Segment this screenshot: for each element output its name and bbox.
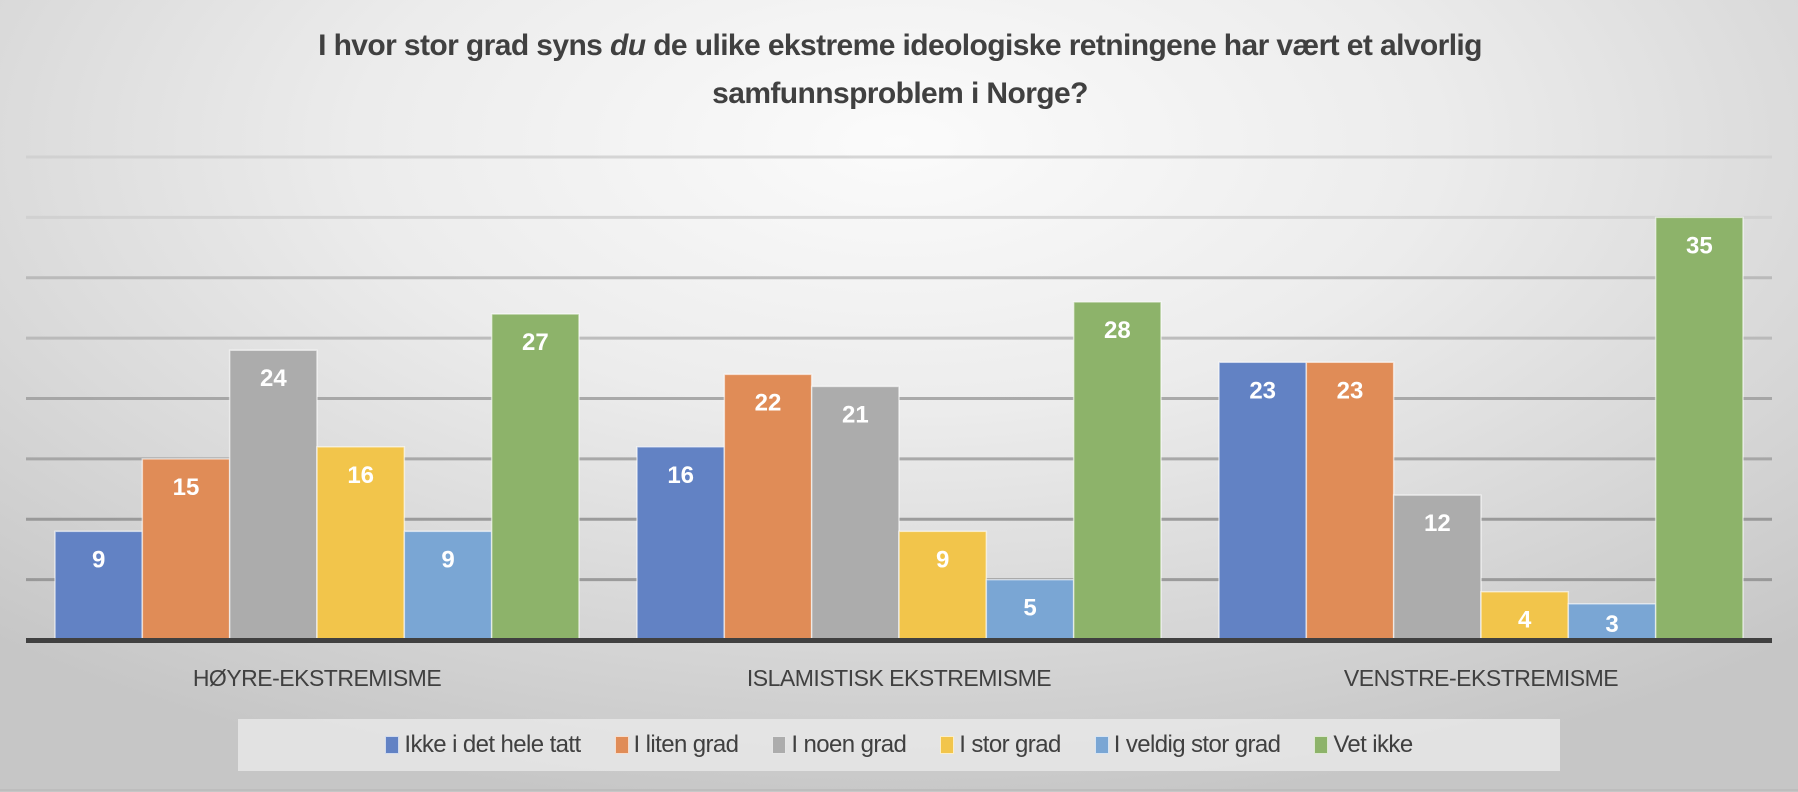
data-label: 24: [260, 365, 287, 392]
bar: [636, 446, 726, 641]
data-label: 16: [347, 462, 374, 489]
bar: [723, 373, 813, 641]
legend-swatch-icon: [385, 736, 400, 754]
legend: Ikke i det hele tatt I liten grad I noen g…: [238, 719, 1560, 771]
category-label: ISLAMISTISK EKSTREMISME: [747, 665, 1051, 691]
data-label: 23: [1249, 377, 1276, 404]
legend-swatch-icon: [614, 736, 629, 754]
legend-label: I liten grad: [633, 731, 739, 758]
legend-item: Ikke i det hele tatt: [385, 731, 581, 759]
frame-bottom-border: [0, 789, 1798, 791]
legend-label: I veldig stor grad: [1113, 731, 1281, 758]
bar: [1654, 216, 1744, 641]
title-line-1: I hvor stor grad syns du de ulike ekstre…: [150, 22, 1650, 70]
legend-swatch-icon: [772, 736, 787, 754]
data-label: 3: [1605, 611, 1618, 638]
bar-chart: 9 15 24 16 9 27 16 22 21 9 5 28 23 23 12 4 3 35 HØYRE-EKS…: [26, 155, 1772, 691]
category-labels: HØYRE-EKSTREMISME ISLAMISTISK EKSTREMISME…: [193, 665, 1619, 691]
legend-label: Vet ikke: [1333, 731, 1413, 758]
bar: [1305, 361, 1395, 641]
title-emphasis: du: [610, 29, 646, 62]
category-label: VENSTRE-EKSTREMISME: [1344, 665, 1618, 691]
data-label: 9: [441, 546, 454, 573]
gridline: [26, 155, 1772, 159]
legend-label: Ikke i det hele tatt: [404, 731, 581, 758]
bar: [141, 458, 231, 641]
bar: [985, 578, 1075, 641]
data-label: 22: [755, 389, 782, 416]
bar: [1072, 301, 1162, 641]
data-label: 9: [92, 546, 105, 573]
data-label: 35: [1686, 232, 1713, 259]
data-label: 23: [1337, 377, 1364, 404]
chart-title: I hvor stor grad syns du de ulike ekstre…: [150, 22, 1650, 118]
bars: [54, 216, 1744, 641]
gridline: [26, 215, 1772, 219]
legend-item: I veldig stor grad: [1094, 731, 1281, 759]
x-axis-line: [26, 638, 1772, 643]
legend-item: I noen grad: [772, 731, 907, 759]
title-part-3: de ulike ekstreme ideologiske retningene…: [645, 29, 1482, 62]
data-label: 15: [173, 474, 200, 501]
bar: [228, 349, 318, 641]
legend-swatch-icon: [1314, 736, 1329, 754]
data-label: 27: [522, 329, 549, 356]
bar: [898, 530, 988, 641]
data-label: 16: [667, 462, 694, 489]
data-label: 5: [1023, 595, 1036, 622]
title-part-1: I hvor stor grad syns: [318, 29, 610, 62]
gridline: [26, 276, 1772, 280]
legend-item: I liten grad: [614, 731, 739, 759]
data-label: 4: [1518, 607, 1532, 634]
gridline: [26, 336, 1772, 340]
legend-label: I noen grad: [791, 731, 907, 758]
data-label: 28: [1104, 317, 1131, 344]
data-label: 21: [842, 401, 869, 428]
legend-item: I stor grad: [940, 731, 1061, 759]
bar: [403, 530, 493, 641]
bar: [490, 313, 580, 641]
data-label: 12: [1424, 510, 1451, 537]
legend-swatch-icon: [940, 736, 955, 754]
title-line-2: samfunnsproblem i Norge?: [712, 77, 1088, 110]
legend-label: I stor grad: [959, 731, 1061, 758]
bar: [1218, 361, 1308, 641]
bar: [316, 446, 406, 641]
bar: [1392, 494, 1482, 641]
legend-item: Vet ikke: [1314, 731, 1413, 759]
data-labels: 9 15 24 16 9 27 16 22 21 9 5 28 23 23 12 4 3 35: [92, 232, 1713, 638]
legend-swatch-icon: [1094, 736, 1109, 754]
data-label: 9: [936, 546, 949, 573]
category-label: HØYRE-EKSTREMISME: [193, 665, 442, 691]
